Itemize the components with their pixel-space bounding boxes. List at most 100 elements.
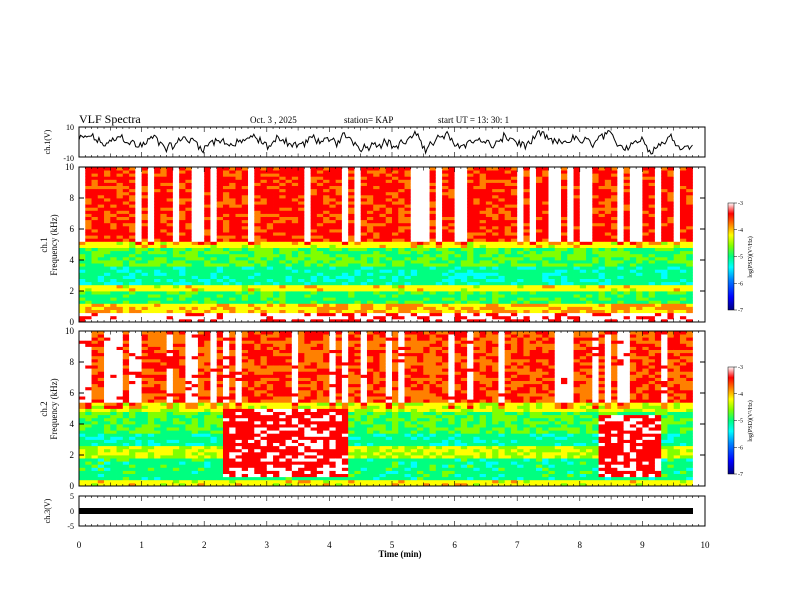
spectrogram-cell (385, 318, 393, 323)
spectrogram-cell (410, 198, 418, 202)
spectrogram-cell (348, 204, 355, 208)
spectrogram-cell (147, 238, 155, 242)
spectrogram-cell (392, 235, 399, 239)
spectrogram-cell (460, 266, 468, 270)
spectrogram-cell (479, 241, 487, 245)
spectrogram-cell (323, 260, 330, 264)
spectrogram-cell (147, 185, 155, 190)
spectrogram-cell (235, 191, 243, 196)
spectrogram-cell (304, 179, 312, 183)
spectrogram-cell (79, 482, 86, 487)
spectrogram-cell (573, 263, 581, 267)
spectrogram-cell (310, 315, 318, 320)
spectrogram-cell (373, 204, 380, 208)
spectrogram-cell (147, 287, 155, 292)
spectrogram-cell (354, 269, 362, 273)
spectrogram-cell (523, 306, 531, 310)
spectrogram-cell (329, 250, 337, 255)
spectrogram-cell (679, 176, 687, 180)
spectrogram-cell (448, 260, 455, 264)
spectrogram-cell (310, 284, 318, 289)
spectrogram-cell (617, 247, 625, 252)
spectrogram-cell (122, 213, 130, 217)
spectrogram-cell (642, 213, 650, 217)
spectrogram-cell (273, 278, 280, 283)
spectrogram-cell (473, 244, 481, 248)
spectrogram-cell (454, 201, 462, 205)
spectrogram-cell (448, 235, 455, 239)
spectrogram-cell (686, 232, 693, 236)
spectrogram-cell (91, 219, 99, 224)
spectrogram-cell (573, 213, 581, 217)
spectrogram-cell (492, 194, 499, 199)
spectrogram-cell (348, 216, 355, 221)
spectrogram-cell (454, 275, 462, 279)
spectrogram-cell (423, 216, 430, 221)
spectrogram-cell (467, 182, 474, 186)
spectrogram-cell (460, 213, 468, 217)
spectrogram-cell (229, 173, 236, 177)
spectrogram-cell (91, 253, 99, 258)
spectrogram-cell (373, 275, 380, 279)
spectrogram-cell (586, 229, 593, 233)
spectrogram-cell (460, 281, 468, 286)
spectrogram-cell (204, 201, 211, 205)
spectrogram-cell (435, 204, 443, 208)
spectrogram-cell (279, 244, 286, 248)
spectrogram-cell (498, 216, 506, 221)
spectrogram-cell (529, 297, 537, 301)
spectrogram-cell (298, 297, 305, 301)
spectrogram-cell (404, 269, 412, 273)
spectrogram-cell (485, 312, 493, 317)
spectrogram-cell (222, 225, 230, 230)
spectrogram-cell (354, 312, 362, 317)
spectrogram-cell (197, 167, 205, 171)
spectrogram-cell (316, 201, 324, 205)
spectrogram-cell (429, 272, 437, 276)
spectrogram-cell (191, 235, 199, 239)
spectrogram-cell (517, 176, 524, 180)
spectrogram-cell (310, 256, 318, 261)
spectrogram-cell (79, 343, 86, 347)
spectrogram-cell (648, 201, 656, 205)
spectrogram-cell (141, 185, 149, 190)
spectrogram-cell (529, 306, 537, 310)
spectrogram-cell (179, 204, 186, 208)
spectrogram-cell (341, 173, 349, 177)
spectrogram-cell (567, 210, 574, 214)
spectrogram-cell (498, 219, 506, 224)
spectrogram-cell (285, 272, 293, 276)
spectrogram-cell (611, 284, 618, 289)
spectrogram-cell (423, 272, 430, 276)
spectrogram-cell (498, 315, 506, 320)
spectrogram-cell (210, 238, 218, 242)
spectrogram-cell (110, 194, 117, 199)
spectrogram-cell (542, 297, 549, 301)
spectrogram-cell (554, 241, 562, 245)
spectrogram-cell (248, 269, 255, 273)
spectrogram-cell (241, 318, 249, 323)
spectrogram-cell (104, 216, 111, 221)
spectrogram-cell (661, 287, 668, 292)
spectrogram-cell (97, 309, 105, 314)
spectrogram-cell (498, 306, 506, 310)
spectrogram-cell (104, 176, 111, 180)
spectrogram-cell (454, 176, 462, 180)
spectrogram-cell (429, 207, 437, 211)
spectrogram-cell (166, 303, 174, 307)
spectrogram-cell (204, 318, 211, 323)
spectrogram-cell (535, 303, 543, 307)
spectrogram-cell (304, 272, 312, 276)
spectrogram-cell (135, 188, 142, 193)
spectrogram-cell (304, 263, 312, 267)
spectrogram-cell (460, 167, 468, 171)
spectrogram-cell (348, 179, 355, 183)
spectrogram-cell (216, 278, 224, 283)
spectrogram-cell (191, 315, 199, 320)
spectrogram-cell (260, 247, 268, 252)
spectrogram-cell (260, 182, 268, 186)
spectrogram-cell (291, 278, 299, 283)
spectrogram-cell (586, 287, 593, 292)
spectrogram-cell (260, 179, 268, 183)
spectrogram-cell (310, 294, 318, 298)
